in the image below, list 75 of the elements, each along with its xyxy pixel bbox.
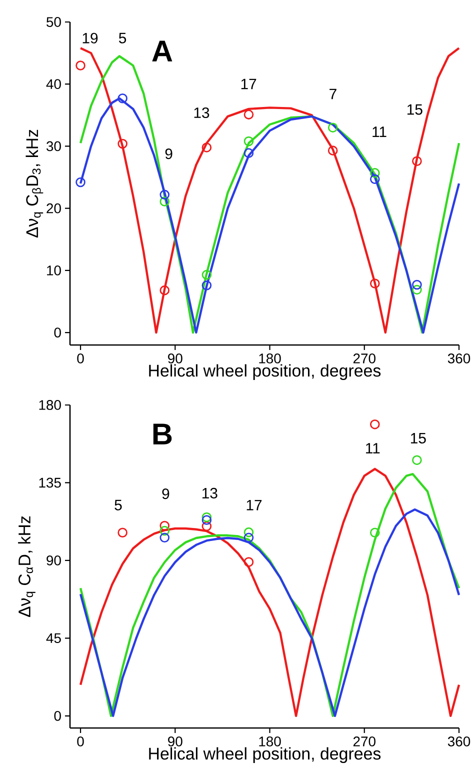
point — [118, 528, 128, 538]
point — [202, 142, 212, 152]
point — [202, 521, 212, 532]
y-tick-label: 30 — [46, 141, 61, 152]
annotation: 5 — [114, 500, 122, 510]
point — [160, 532, 170, 543]
point — [244, 136, 254, 146]
annotation: 9 — [162, 488, 170, 500]
point — [76, 177, 86, 188]
y-tick-label: 20 — [46, 203, 61, 214]
annotation: 17 — [246, 500, 262, 510]
point — [202, 270, 212, 280]
y-tick-label: 135 — [39, 478, 61, 488]
point — [244, 527, 254, 538]
point — [244, 148, 254, 158]
annotation: 13 — [202, 488, 218, 498]
x-tick-label: 360 — [448, 354, 470, 364]
x-tick-label: 90 — [168, 354, 182, 364]
chart-title: B — [153, 424, 172, 444]
point — [118, 138, 128, 149]
point — [328, 146, 338, 156]
point — [370, 168, 380, 178]
x-axis-title: Helical wheel position, degrees — [149, 364, 381, 380]
x-tick-label: 180 — [259, 736, 281, 746]
y-tick-label: 180 — [39, 400, 61, 410]
annotation: 11 — [366, 443, 380, 454]
y-tick-label: 50 — [46, 17, 61, 27]
annotation: 19 — [82, 32, 98, 44]
x-axis-title: Helical wheel position, degrees — [149, 747, 381, 764]
point — [244, 557, 254, 567]
point — [160, 190, 170, 200]
x-tick-label: 360 — [448, 736, 470, 746]
point — [160, 196, 170, 206]
point — [412, 156, 422, 166]
x-tick-label: 0 — [77, 736, 84, 746]
point — [370, 419, 380, 430]
x-tick-label: 0 — [77, 354, 84, 364]
point — [412, 284, 422, 295]
point — [118, 94, 128, 104]
point — [244, 110, 254, 120]
annotation: 15 — [407, 104, 422, 115]
point — [160, 526, 170, 536]
annotation: 11 — [372, 126, 386, 137]
point — [412, 280, 422, 290]
point — [76, 60, 86, 70]
y-axis-title: Δν$_{q}$ C$_{α}$D, kHz — [18, 516, 36, 617]
point — [370, 278, 380, 288]
y-tick-label: 40 — [46, 79, 61, 90]
point — [412, 455, 422, 465]
point — [202, 280, 212, 290]
y-tick-label: 45 — [46, 633, 61, 644]
y-tick-label: 0 — [54, 710, 61, 721]
annotation: 5 — [118, 32, 126, 44]
point — [328, 122, 338, 132]
y-tick-label: 90 — [46, 556, 61, 566]
chart-title: A — [152, 40, 172, 62]
annotation: 13 — [194, 107, 210, 118]
point — [160, 520, 170, 531]
annotation: 7 — [330, 88, 336, 100]
point — [370, 174, 380, 184]
x-tick-label: 90 — [168, 736, 182, 746]
point — [202, 515, 212, 525]
annotation: 9 — [165, 148, 172, 160]
point — [202, 512, 212, 522]
y-axis-title: Δν$_{q}$ C$_{β}$D$_{3}$, kHz — [26, 130, 44, 238]
annotation: 15 — [410, 433, 426, 444]
point — [160, 285, 170, 296]
y-tick-label: 10 — [47, 266, 61, 276]
x-tick-label: 270 — [353, 354, 376, 364]
annotation: 17 — [241, 78, 256, 90]
point — [244, 532, 254, 543]
x-tick-label: 270 — [353, 736, 376, 746]
point — [370, 528, 380, 538]
y-tick-label: 0 — [54, 328, 61, 338]
x-tick-label: 180 — [259, 354, 281, 364]
